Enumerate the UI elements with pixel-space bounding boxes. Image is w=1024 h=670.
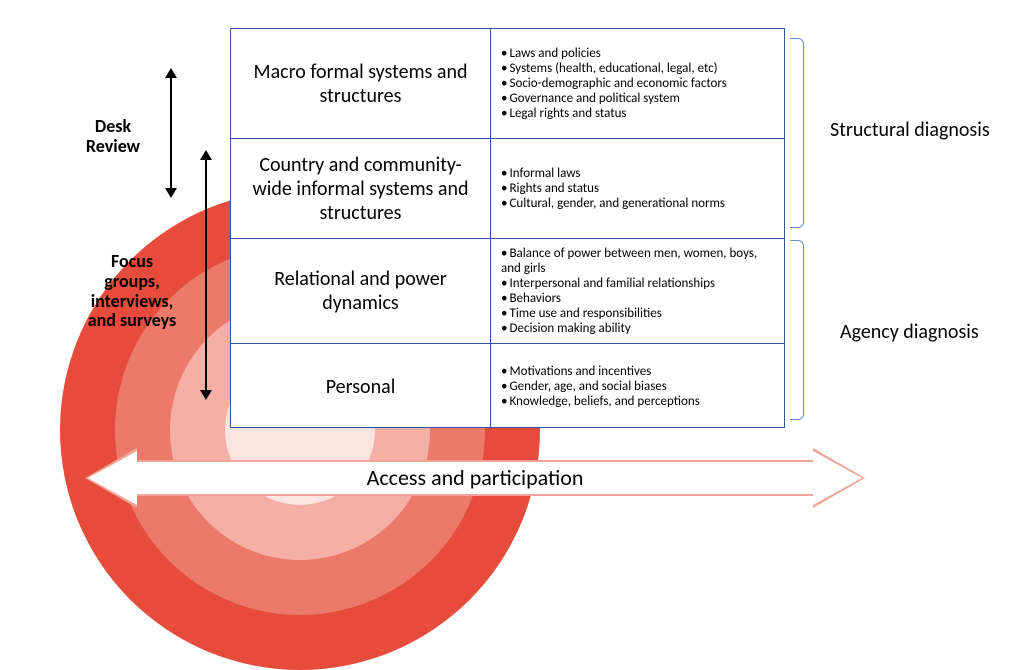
method-label: Focus groups, interviews, and surveys — [82, 252, 182, 331]
bullet-item: Governance and political system — [501, 91, 774, 106]
bullet-item: Socio-demographic and economic factors — [501, 76, 774, 91]
diagram-canvas: { "layout": { "width": 1024, "height": 5… — [0, 0, 1024, 567]
bullet-item: Knowledge, beliefs, and perceptions — [501, 394, 774, 409]
row-bullets: Balance of power between men, women, boy… — [491, 239, 784, 343]
bullet-item: Laws and policies — [501, 46, 774, 61]
access-participation-label: Access and participation — [85, 464, 865, 491]
method-vertical-arrow — [170, 78, 172, 188]
brace — [790, 240, 804, 420]
brace-label: Agency diagnosis — [840, 320, 979, 344]
method-vertical-arrow — [205, 160, 207, 390]
row-title: Macro formal systems and structures — [231, 29, 491, 138]
bullet-item: Motivations and incentives — [501, 364, 774, 379]
row-title: Relational and power dynamics — [231, 239, 491, 343]
row-title: Country and community-wide informal syst… — [231, 139, 491, 238]
table-row: Relational and power dynamics Balance of … — [231, 239, 784, 344]
bullet-item: Time use and responsibilities — [501, 306, 774, 321]
access-participation-arrow: Access and participation — [85, 448, 865, 508]
table-row: Macro formal systems and structuresLaws … — [231, 29, 784, 139]
bullet-item: Legal rights and status — [501, 106, 774, 121]
row-bullets: Laws and policiesSystems (health, educat… — [491, 29, 784, 138]
table-row: Country and community-wide informal syst… — [231, 139, 784, 239]
bullet-item: Cultural, gender, and generational norms — [501, 196, 774, 211]
row-bullets: Informal lawsRights and statusCultural, … — [491, 139, 784, 238]
bullet-item: Interpersonal and familial relationships — [501, 276, 774, 291]
bullet-item: Gender, age, and social biases — [501, 379, 774, 394]
brace-label: Structural diagnosis — [830, 118, 990, 142]
levels-table: Macro formal systems and structuresLaws … — [230, 28, 785, 428]
bullet-item: Rights and status — [501, 181, 774, 196]
bullet-item: Informal laws — [501, 166, 774, 181]
brace — [790, 38, 804, 228]
row-title: Personal — [231, 344, 491, 429]
method-label: Desk Review — [78, 117, 148, 157]
bullet-item: Systems (health, educational, legal, etc… — [501, 61, 774, 76]
table-row: PersonalMotivations and incentivesGender… — [231, 344, 784, 429]
row-bullets: Motivations and incentivesGender, age, a… — [491, 344, 784, 429]
bullet-item: Balance of power between men, women, boy… — [501, 246, 774, 276]
bullet-item: Decision making ability — [501, 321, 774, 336]
bullet-item: Behaviors — [501, 291, 774, 306]
